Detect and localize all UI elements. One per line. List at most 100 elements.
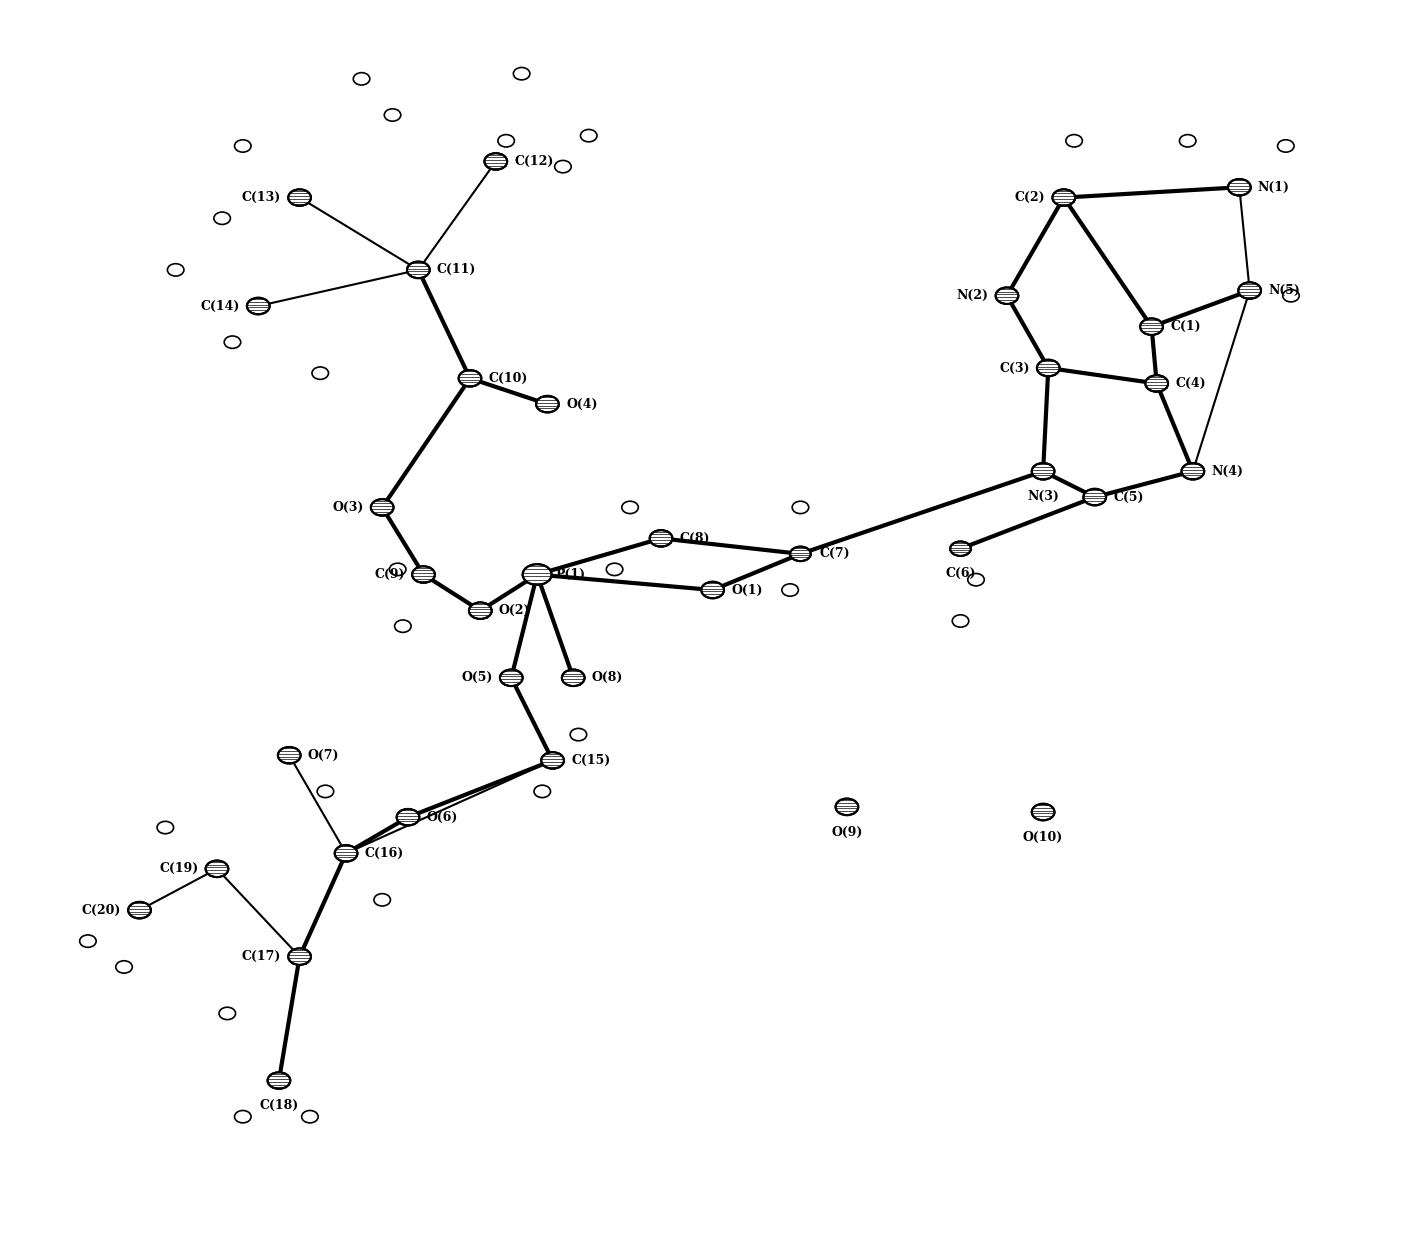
Ellipse shape [167,263,184,276]
Ellipse shape [1145,375,1167,391]
Ellipse shape [580,129,597,142]
Ellipse shape [79,935,96,948]
Ellipse shape [205,861,228,877]
Ellipse shape [835,799,859,815]
Ellipse shape [412,566,434,582]
Ellipse shape [951,542,971,556]
Ellipse shape [267,1072,290,1089]
Text: N(3): N(3) [1027,489,1058,503]
Text: C(2): C(2) [1015,191,1046,204]
Text: N(5): N(5) [1268,284,1300,297]
Ellipse shape [522,564,552,585]
Ellipse shape [289,189,311,206]
Text: C(4): C(4) [1176,378,1206,390]
Ellipse shape [354,72,369,84]
Ellipse shape [1140,318,1163,335]
Ellipse shape [498,134,515,147]
Text: P(1): P(1) [556,568,586,581]
Text: N(4): N(4) [1211,465,1244,478]
Ellipse shape [533,785,550,797]
Text: C(6): C(6) [945,568,976,580]
Ellipse shape [468,602,491,619]
Ellipse shape [952,615,969,627]
Ellipse shape [385,109,400,122]
Ellipse shape [235,1110,250,1123]
Text: O(4): O(4) [566,397,597,411]
Ellipse shape [790,546,811,561]
Text: N(1): N(1) [1258,181,1290,194]
Ellipse shape [129,902,151,918]
Ellipse shape [214,212,231,225]
Ellipse shape [621,502,638,514]
Text: O(7): O(7) [308,749,340,761]
Ellipse shape [570,728,587,740]
Text: O(5): O(5) [461,671,492,684]
Text: O(6): O(6) [426,811,458,823]
Ellipse shape [996,287,1019,304]
Ellipse shape [1032,804,1054,820]
Text: C(9): C(9) [375,568,405,581]
Ellipse shape [968,574,985,586]
Text: O(10): O(10) [1023,831,1063,843]
Ellipse shape [289,949,311,965]
Ellipse shape [792,502,809,514]
Ellipse shape [1084,489,1107,505]
Ellipse shape [1180,134,1196,147]
Ellipse shape [374,894,391,905]
Ellipse shape [224,337,241,348]
Ellipse shape [248,298,270,314]
Ellipse shape [1283,289,1299,302]
Ellipse shape [301,1110,318,1123]
Text: C(17): C(17) [242,950,282,963]
Ellipse shape [1182,463,1204,479]
Ellipse shape [542,753,565,769]
Text: C(12): C(12) [515,155,553,168]
Text: C(11): C(11) [437,263,477,277]
Ellipse shape [317,785,334,797]
Ellipse shape [514,67,529,79]
Ellipse shape [1228,179,1251,195]
Text: C(19): C(19) [158,862,198,876]
Text: C(8): C(8) [679,532,710,545]
Text: C(16): C(16) [365,847,403,859]
Ellipse shape [396,809,419,826]
Text: O(1): O(1) [732,584,763,596]
Text: C(13): C(13) [242,191,282,204]
Text: O(2): O(2) [499,604,531,617]
Ellipse shape [311,366,328,379]
Ellipse shape [555,160,572,173]
Text: C(18): C(18) [259,1099,299,1112]
Ellipse shape [649,530,672,546]
Ellipse shape [235,140,250,153]
Ellipse shape [1053,189,1075,206]
Ellipse shape [371,499,393,515]
Ellipse shape [1032,463,1054,479]
Text: O(8): O(8) [591,671,623,684]
Text: C(15): C(15) [572,754,610,766]
Ellipse shape [1238,282,1261,299]
Text: C(1): C(1) [1170,320,1201,333]
Text: C(7): C(7) [819,548,849,560]
Ellipse shape [277,746,300,764]
Ellipse shape [1037,360,1060,376]
Text: O(3): O(3) [333,501,364,514]
Ellipse shape [408,262,430,278]
Ellipse shape [484,153,507,170]
Ellipse shape [1278,140,1295,153]
Ellipse shape [1065,134,1082,147]
Ellipse shape [458,370,481,386]
Text: C(14): C(14) [201,299,239,313]
Ellipse shape [499,669,522,686]
Ellipse shape [782,584,798,596]
Ellipse shape [606,563,623,575]
Text: C(20): C(20) [82,904,120,917]
Ellipse shape [536,396,559,412]
Ellipse shape [335,845,358,862]
Text: C(10): C(10) [488,371,528,385]
Text: N(2): N(2) [957,289,989,302]
Ellipse shape [389,563,406,575]
Ellipse shape [702,581,724,599]
Text: C(5): C(5) [1114,491,1143,503]
Ellipse shape [395,620,412,632]
Ellipse shape [562,669,584,686]
